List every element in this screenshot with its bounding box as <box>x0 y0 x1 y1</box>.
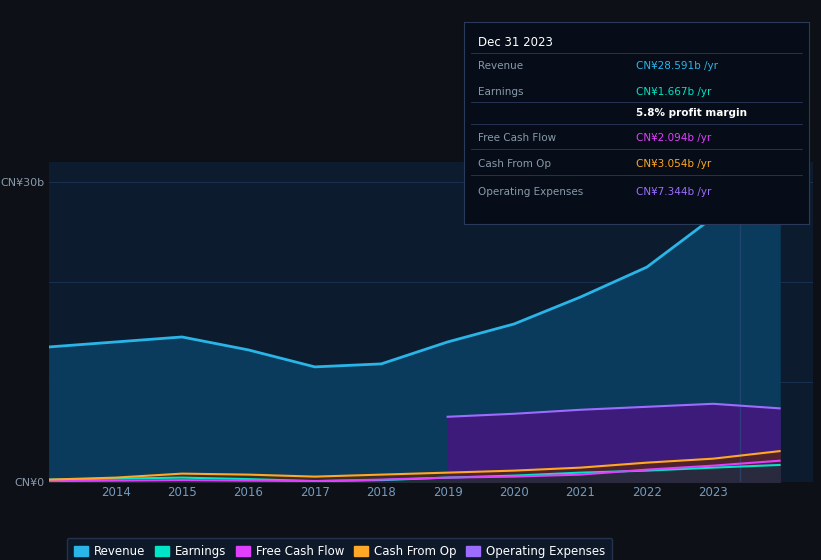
Text: Dec 31 2023: Dec 31 2023 <box>478 36 553 49</box>
Text: CN¥28.591b /yr: CN¥28.591b /yr <box>636 60 718 71</box>
Text: CN¥2.094b /yr: CN¥2.094b /yr <box>636 133 712 143</box>
Text: CN¥7.344b /yr: CN¥7.344b /yr <box>636 187 712 197</box>
Text: Cash From Op: Cash From Op <box>478 158 551 169</box>
Text: CN¥3.054b /yr: CN¥3.054b /yr <box>636 158 712 169</box>
Text: Revenue: Revenue <box>478 60 523 71</box>
Text: Free Cash Flow: Free Cash Flow <box>478 133 556 143</box>
Text: 5.8% profit margin: 5.8% profit margin <box>636 108 747 118</box>
Legend: Revenue, Earnings, Free Cash Flow, Cash From Op, Operating Expenses: Revenue, Earnings, Free Cash Flow, Cash … <box>67 538 612 560</box>
Text: Earnings: Earnings <box>478 86 523 96</box>
Text: CN¥1.667b /yr: CN¥1.667b /yr <box>636 86 712 96</box>
Text: Operating Expenses: Operating Expenses <box>478 187 583 197</box>
